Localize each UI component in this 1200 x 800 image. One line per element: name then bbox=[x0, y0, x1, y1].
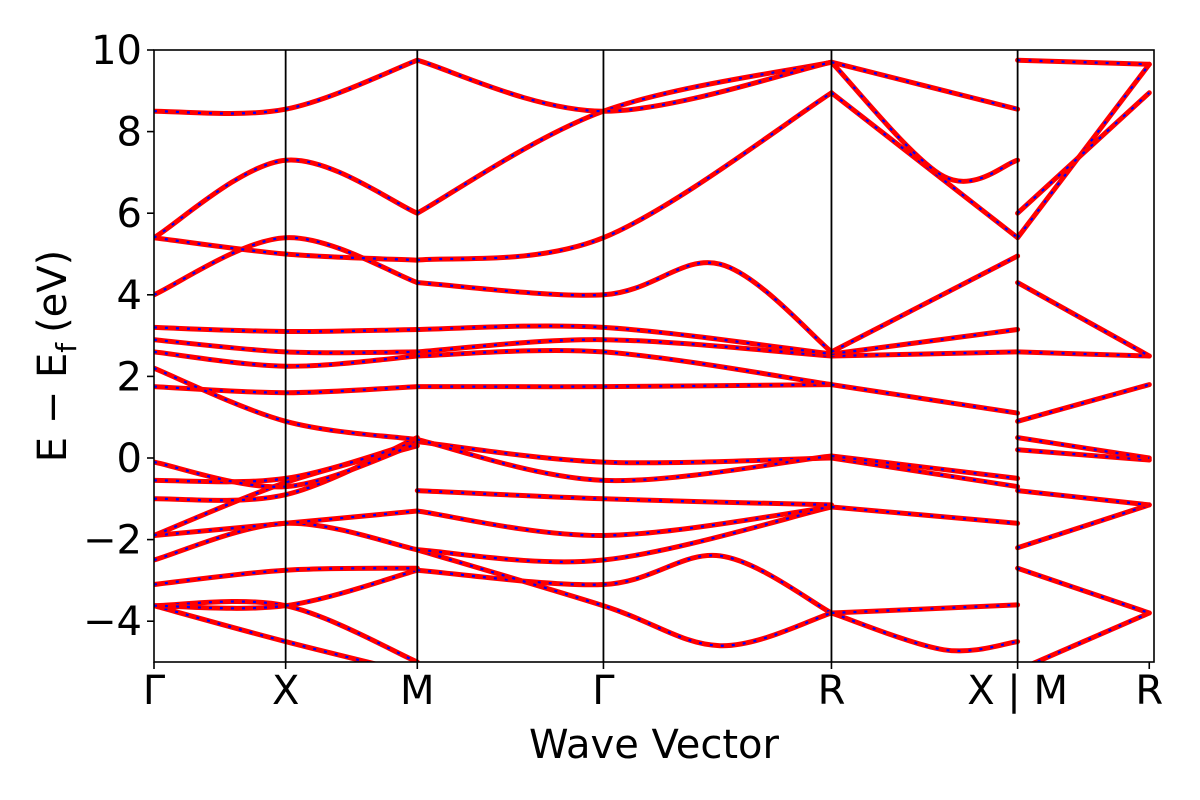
high-symmetry-lines bbox=[284, 50, 1019, 662]
x-tick-label: X bbox=[272, 668, 299, 714]
band-line-dashed bbox=[417, 91, 833, 262]
band-line-dashed bbox=[830, 61, 1018, 183]
band-line-solid bbox=[829, 327, 1021, 357]
x-tick-label: R bbox=[818, 668, 846, 714]
band-line-solid bbox=[414, 552, 834, 616]
band-line-dashed bbox=[831, 61, 1018, 111]
band-line-dashed bbox=[1017, 281, 1150, 357]
band-line-solid bbox=[829, 610, 1021, 654]
band-line-dashed bbox=[154, 385, 418, 394]
band-line-dashed bbox=[154, 367, 418, 441]
band-line-dashed bbox=[416, 548, 832, 647]
band-line-solid bbox=[829, 59, 1021, 112]
band-line-solid bbox=[414, 347, 834, 388]
x-tick-label: Γ bbox=[143, 668, 166, 714]
y-tick-label: −4 bbox=[83, 599, 142, 645]
y-tick-label: 10 bbox=[91, 28, 142, 74]
y-axis-label-main: E − E bbox=[30, 353, 76, 463]
x-tick-label: R bbox=[1135, 668, 1163, 714]
band-line-solid bbox=[829, 455, 1021, 490]
band-line-dashed bbox=[417, 383, 832, 388]
band-line-dashed bbox=[1017, 448, 1150, 462]
band-line-dashed bbox=[417, 338, 832, 358]
band-line-dashed bbox=[1017, 59, 1150, 66]
band-line-solid bbox=[829, 382, 1021, 416]
y-axis-label-subscript: f bbox=[50, 342, 83, 353]
y-tick-label: 6 bbox=[117, 191, 142, 237]
y-axis-label-unit: (eV) bbox=[30, 250, 76, 333]
band-line-solid bbox=[414, 547, 834, 649]
band-line-dashed bbox=[1016, 63, 1151, 239]
y-axis-ticks: −4 −2 0 2 4 6 8 10 bbox=[83, 28, 154, 645]
band-line-solid bbox=[1015, 565, 1152, 616]
x-axis-label: Wave Vector bbox=[529, 722, 780, 768]
band-line-solid bbox=[829, 349, 1021, 359]
y-axis-label: E − Ef (eV) bbox=[30, 250, 83, 463]
band-line-dashed bbox=[154, 444, 418, 537]
y-tick-label: 4 bbox=[117, 273, 142, 319]
band-line-solid bbox=[1015, 502, 1152, 551]
band-line-solid bbox=[829, 453, 1021, 481]
band-line-dashed bbox=[1017, 489, 1150, 506]
band-line-dashed bbox=[417, 349, 832, 386]
y-tick-label: 8 bbox=[117, 110, 142, 156]
y-tick-label: 0 bbox=[117, 436, 142, 482]
x-axis-ticks: Γ X M Γ R X | M R bbox=[143, 662, 1163, 714]
x-tick-label: Γ bbox=[592, 668, 615, 714]
band-line-solid bbox=[414, 382, 834, 390]
band-lines bbox=[154, 57, 1152, 662]
band-line-dashed bbox=[1017, 383, 1150, 423]
band-line-dashed bbox=[417, 554, 833, 614]
band-line-dashed bbox=[417, 489, 832, 506]
y-tick-label: −2 bbox=[83, 518, 142, 564]
y-tick-label: 2 bbox=[117, 354, 142, 400]
band-line-dashed bbox=[1017, 350, 1150, 358]
band-line-solid bbox=[829, 504, 1021, 526]
x-tick-label: M bbox=[400, 668, 435, 714]
band-line-dashed bbox=[1016, 91, 1151, 215]
band-line-solid bbox=[829, 253, 1021, 355]
band-line-dashed bbox=[417, 261, 833, 353]
band-line-dashed bbox=[1033, 611, 1150, 662]
band-line-dashed bbox=[1017, 436, 1150, 460]
band-line-dashed bbox=[154, 326, 418, 333]
band-line-solid bbox=[829, 602, 1021, 616]
band-line-solid bbox=[829, 59, 1021, 184]
x-tick-label: X | M bbox=[967, 668, 1068, 714]
band-line-dashed bbox=[417, 324, 832, 356]
plot-frame bbox=[153, 49, 1155, 663]
